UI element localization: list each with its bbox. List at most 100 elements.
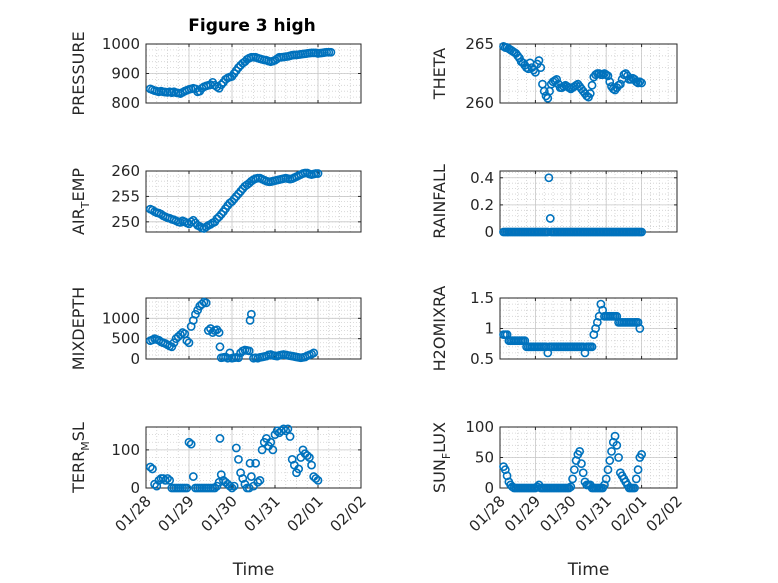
data-point: [615, 79, 625, 89]
subplot-theta: 260 265 THETA: [430, 35, 678, 112]
data-point: [545, 214, 555, 223]
y-tick-label: 0: [484, 479, 494, 497]
data-point: [234, 455, 243, 464]
data-point: [212, 214, 222, 224]
data-point: [635, 324, 645, 333]
y-tick-label: 100: [465, 418, 494, 436]
data-point: [630, 483, 639, 493]
data-point: [313, 475, 323, 485]
data-point: [637, 450, 646, 459]
data-point: [229, 481, 239, 491]
data-point: [215, 342, 225, 352]
y-tick-label: 250: [111, 213, 140, 231]
data-point: [601, 474, 611, 484]
data-point: [637, 227, 646, 237]
chart-title: Figure 3 high: [188, 16, 316, 36]
y-tick-label: 255: [111, 187, 140, 205]
y-axis-label: SUNFLUX: [430, 422, 453, 493]
data-point: [245, 315, 255, 325]
data-point: [145, 462, 155, 472]
data-point: [165, 475, 175, 485]
data-point: [637, 78, 646, 88]
data-point: [544, 173, 554, 183]
data-point: [188, 472, 198, 481]
data-point: [612, 440, 622, 450]
y-tick-label: 500: [111, 330, 140, 348]
y-tick-label: 1.5: [470, 289, 494, 307]
data-point: [603, 465, 613, 475]
y-tick-label: 265: [465, 35, 494, 53]
data-point: [227, 483, 237, 493]
y-tick-label: 1000: [102, 309, 140, 327]
data-point: [536, 63, 546, 72]
y-axis-label: THETA: [430, 48, 449, 100]
data-point: [607, 446, 616, 456]
data-point: [234, 353, 243, 363]
y-tick-label: 1000: [102, 35, 140, 53]
data-point: [244, 483, 254, 493]
data-point: [309, 348, 319, 358]
data-point: [216, 80, 226, 90]
data-point: [585, 89, 595, 98]
y-axis-label: TERRMSL: [69, 422, 92, 494]
data-point: [605, 77, 615, 87]
data-point: [175, 330, 185, 339]
y-tick-label: 0.2: [470, 196, 494, 214]
data-point: [569, 465, 579, 475]
axes-box: [145, 170, 362, 233]
data-point: [566, 482, 576, 492]
axes-box: [499, 43, 678, 104]
data-point: [326, 47, 336, 57]
data-point: [610, 431, 620, 441]
data-point: [148, 464, 157, 474]
data-point: [251, 458, 261, 468]
data-point: [283, 424, 293, 434]
y-tick-label: 0.5: [470, 350, 494, 368]
data-point: [575, 446, 585, 456]
y-tick-label: 0: [130, 479, 140, 497]
y-tick-label: 0: [484, 223, 494, 241]
y-tick-label: 260: [465, 94, 494, 112]
data-point: [182, 336, 192, 346]
data-point: [294, 464, 304, 474]
y-tick-label: 50: [475, 449, 494, 467]
data-point: [603, 71, 613, 81]
y-tick-label: 900: [111, 65, 140, 83]
data-point: [197, 299, 207, 309]
data-point: [304, 453, 314, 462]
data-point: [578, 468, 588, 478]
y-axis-label: MIXDEPTH: [69, 287, 88, 370]
x-axis-label: Time: [567, 560, 610, 580]
data-point: [246, 472, 256, 481]
data-point: [531, 67, 540, 77]
data-point: [210, 483, 220, 493]
data-point: [268, 445, 278, 455]
data-point: [307, 460, 316, 470]
y-axis-label: RAINFALL: [430, 164, 449, 239]
data-point: [184, 437, 194, 447]
data-point: [246, 309, 256, 319]
data-point: [552, 75, 562, 84]
data-point: [631, 474, 641, 484]
data-point: [568, 474, 577, 484]
data-point: [257, 445, 267, 455]
y-tick-label: 800: [111, 94, 140, 112]
data-point: [302, 451, 312, 460]
data-point: [266, 437, 276, 447]
y-tick-label: 0: [130, 350, 140, 368]
subplot-mixdepth: 0 500 1000 MIXDEPTH: [69, 287, 362, 370]
subplot-rainfall: 0 0.2 0.4 RAINFALL: [430, 164, 678, 241]
data-point: [225, 481, 235, 491]
data-point: [311, 474, 321, 483]
data-point: [279, 424, 288, 434]
data-point: [605, 456, 615, 465]
data-point: [285, 432, 295, 441]
data-point: [253, 477, 263, 487]
data-point: [587, 342, 597, 352]
y-tick-label: 260: [111, 162, 140, 180]
data-point: [225, 348, 235, 358]
data-point: [201, 298, 211, 308]
y-tick-label: 1: [484, 320, 494, 338]
data-point: [182, 483, 192, 493]
